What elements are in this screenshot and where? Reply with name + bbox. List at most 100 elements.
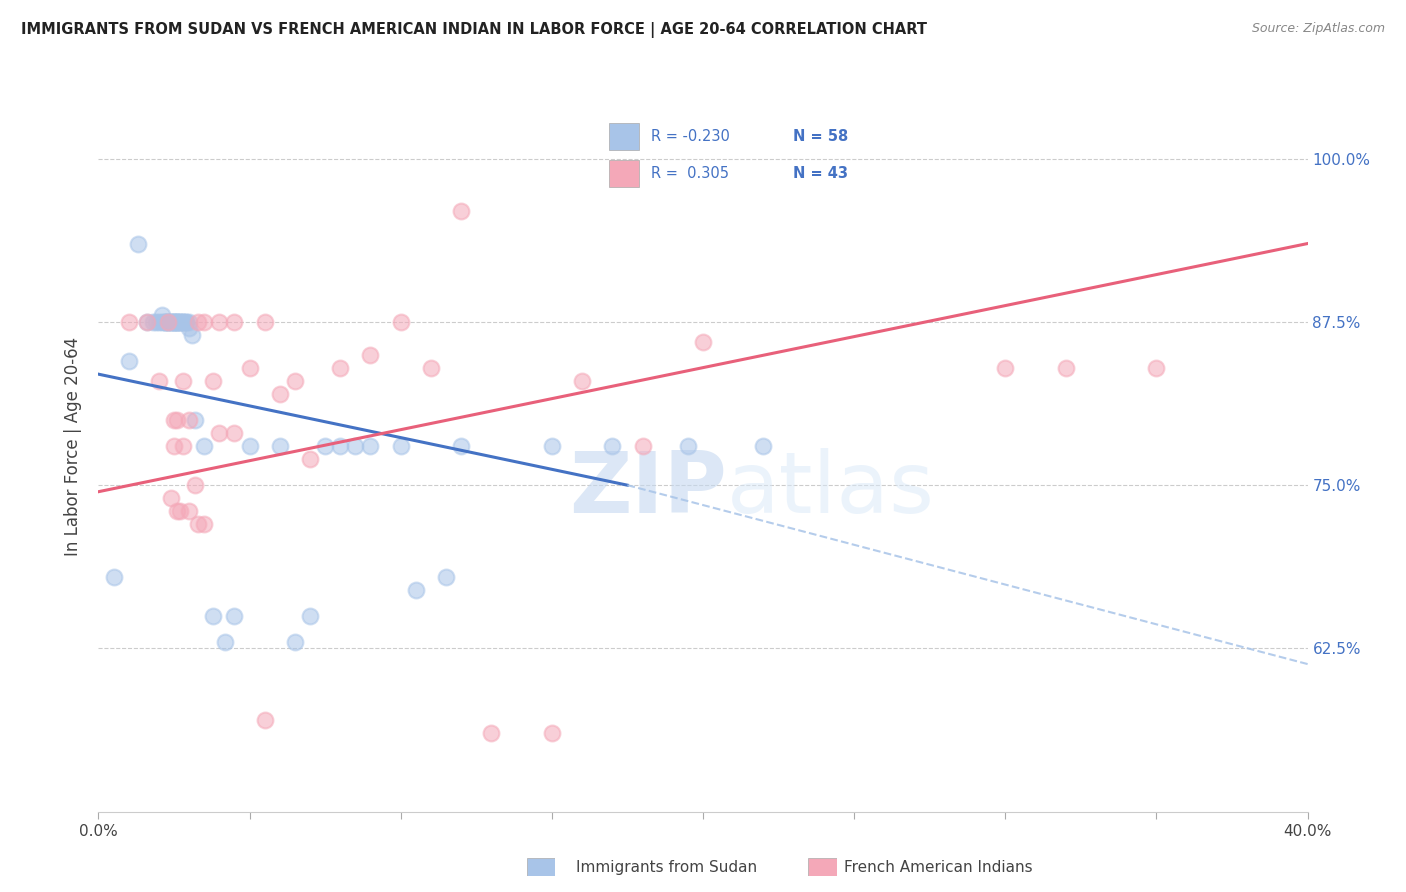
- Point: [214, 635, 236, 649]
- Point: [253, 714, 276, 728]
- Point: [224, 315, 246, 329]
- Point: [166, 315, 188, 329]
- Point: [153, 315, 176, 329]
- Point: [169, 315, 191, 329]
- Point: [160, 491, 183, 506]
- Point: [118, 315, 141, 329]
- Point: [169, 315, 191, 329]
- Point: [150, 309, 173, 323]
- Point: [153, 315, 176, 329]
- Point: [184, 413, 207, 427]
- Point: [160, 315, 183, 329]
- Point: [163, 315, 186, 329]
- Point: [405, 582, 427, 597]
- Point: [172, 315, 194, 329]
- Point: [208, 315, 231, 329]
- Point: [179, 321, 201, 335]
- Point: [202, 374, 225, 388]
- Point: [156, 315, 179, 329]
- Text: ZIP: ZIP: [569, 449, 727, 532]
- Point: [692, 334, 714, 349]
- Point: [156, 315, 179, 329]
- Point: [179, 504, 201, 518]
- Point: [166, 315, 188, 329]
- Point: [314, 439, 336, 453]
- Point: [184, 478, 207, 492]
- Point: [160, 315, 183, 329]
- Point: [135, 315, 157, 329]
- Point: [118, 354, 141, 368]
- Point: [145, 315, 167, 329]
- Point: [1054, 360, 1077, 375]
- Text: Source: ZipAtlas.com: Source: ZipAtlas.com: [1251, 22, 1385, 36]
- Point: [481, 726, 503, 740]
- Point: [269, 386, 291, 401]
- Point: [344, 439, 367, 453]
- Point: [156, 315, 179, 329]
- Point: [299, 608, 322, 623]
- Point: [450, 439, 472, 453]
- Point: [676, 439, 699, 453]
- Point: [163, 315, 186, 329]
- Point: [148, 315, 170, 329]
- Point: [329, 360, 352, 375]
- Point: [166, 315, 188, 329]
- Point: [994, 360, 1017, 375]
- Point: [193, 517, 215, 532]
- Point: [208, 425, 231, 440]
- Point: [163, 315, 186, 329]
- Point: [169, 315, 191, 329]
- Point: [156, 315, 179, 329]
- Point: [329, 439, 352, 453]
- Point: [166, 504, 188, 518]
- Point: [142, 315, 165, 329]
- Point: [253, 315, 276, 329]
- Point: [450, 203, 472, 218]
- Point: [224, 425, 246, 440]
- Point: [172, 439, 194, 453]
- Point: [166, 315, 188, 329]
- Point: [1144, 360, 1167, 375]
- Point: [202, 608, 225, 623]
- Point: [169, 504, 191, 518]
- Point: [179, 413, 201, 427]
- Point: [187, 517, 209, 532]
- Point: [434, 569, 457, 583]
- Text: IMMIGRANTS FROM SUDAN VS FRENCH AMERICAN INDIAN IN LABOR FORCE | AGE 20-64 CORRE: IMMIGRANTS FROM SUDAN VS FRENCH AMERICAN…: [21, 22, 927, 38]
- Point: [135, 315, 157, 329]
- Point: [148, 374, 170, 388]
- Point: [752, 439, 775, 453]
- Point: [631, 439, 654, 453]
- Point: [172, 374, 194, 388]
- Point: [420, 360, 443, 375]
- Point: [166, 413, 188, 427]
- Point: [163, 413, 186, 427]
- Point: [160, 315, 183, 329]
- Point: [540, 726, 562, 740]
- Point: [239, 439, 262, 453]
- Point: [269, 439, 291, 453]
- Point: [540, 439, 562, 453]
- Point: [172, 315, 194, 329]
- Point: [571, 374, 593, 388]
- Point: [174, 315, 197, 329]
- Point: [389, 315, 412, 329]
- Text: atlas: atlas: [727, 449, 935, 532]
- Point: [284, 635, 307, 649]
- Point: [172, 315, 194, 329]
- Point: [179, 315, 201, 329]
- Text: French American Indians: French American Indians: [844, 860, 1032, 874]
- Point: [150, 315, 173, 329]
- Point: [299, 452, 322, 467]
- Text: Immigrants from Sudan: Immigrants from Sudan: [576, 860, 758, 874]
- Point: [187, 315, 209, 329]
- Point: [174, 315, 197, 329]
- Point: [602, 439, 624, 453]
- Point: [103, 569, 125, 583]
- Point: [360, 348, 382, 362]
- Point: [389, 439, 412, 453]
- Point: [163, 315, 186, 329]
- Point: [193, 315, 215, 329]
- Y-axis label: In Labor Force | Age 20-64: In Labor Force | Age 20-64: [65, 336, 83, 556]
- Point: [127, 236, 149, 251]
